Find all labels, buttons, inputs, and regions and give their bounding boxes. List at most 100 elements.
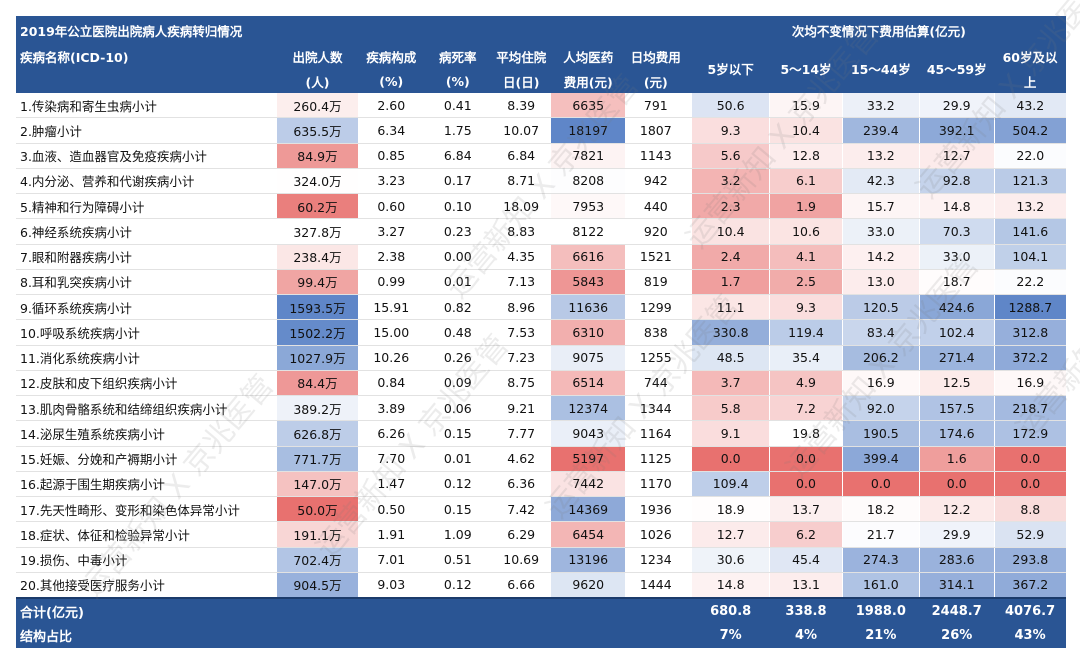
patients-cell: 147.0万: [276, 471, 358, 498]
age-15-44-cell: 33.0: [841, 218, 920, 245]
age-60plus-cell: 0.0: [993, 446, 1066, 472]
disease-name-cell: 6.神经系统疾病小计: [16, 218, 277, 245]
age-under5-cell: 50.6: [691, 93, 770, 119]
age-45-59-cell: 33.0: [918, 244, 995, 270]
los-cell: 10.69: [491, 547, 552, 573]
disease-name-cell: 11.消化系统疾病小计: [16, 345, 277, 371]
age-60plus-cell: 372.2: [993, 345, 1066, 371]
disease-name-cell: 8.耳和乳突疾病小计: [16, 269, 277, 296]
structure-age-45-59: 26%: [919, 623, 995, 648]
mortality-cell: 0.15: [424, 496, 492, 523]
mortality-cell: 0.09: [424, 370, 492, 397]
patients-cell: 702.4万: [276, 547, 358, 573]
age-5-14-cell: 4.1: [769, 244, 843, 270]
age-5-14-cell: 0.0: [769, 446, 843, 472]
share-cell: 0.84: [358, 370, 425, 397]
age-5-14-cell: 13.7: [769, 496, 843, 523]
disease-name-cell: 13.肌肉骨骼系统和结缔组织疾病小计: [16, 395, 277, 422]
age-45-59-cell: 12.5: [918, 370, 995, 397]
age-under5-cell: 30.6: [691, 547, 770, 573]
structure-age-60plus: 43%: [994, 623, 1066, 648]
patients-cell: 324.0万: [276, 168, 358, 195]
mortality-cell: 0.01: [424, 269, 492, 296]
col-header-cost-unit: 费用(元): [551, 69, 626, 93]
cost-cell: 6514: [551, 370, 626, 397]
age-under5-cell: 3.7: [691, 370, 770, 397]
age-45-59-cell: 70.3: [918, 218, 995, 245]
cost-cell: 6310: [551, 319, 626, 346]
total-age-60plus: 4076.7: [994, 597, 1066, 624]
daily-cell: 819: [625, 269, 687, 296]
disease-name-cell: 3.血液、造血器官及免疫疾病小计: [16, 143, 277, 169]
age-60plus-cell: 121.3: [993, 168, 1066, 195]
age-15-44-cell: 239.4: [841, 117, 920, 144]
daily-cell: 1344: [625, 395, 687, 422]
los-cell: 8.83: [491, 218, 552, 245]
los-cell: 7.42: [491, 496, 552, 523]
share-cell: 10.26: [358, 345, 425, 371]
patients-cell: 1593.5万: [276, 294, 358, 321]
age-5-14-cell: 19.8: [769, 420, 843, 447]
daily-cell: 920: [625, 218, 687, 245]
los-cell: 4.35: [491, 244, 552, 270]
table-row: 3.血液、造血器官及免疫疾病小计 84.9万 0.85 6.84 6.84 7821 114…: [16, 143, 1066, 169]
age-5-14-cell: 2.5: [769, 269, 843, 296]
age-60plus-cell: 22.2: [993, 269, 1066, 296]
age-5-14-cell: 6.1: [769, 168, 843, 195]
daily-cell: 1521: [625, 244, 687, 270]
cost-cell: 9620: [551, 572, 626, 599]
daily-cell: 1170: [625, 471, 687, 498]
age-45-59-cell: 174.6: [918, 420, 995, 447]
age-15-44-cell: 13.0: [841, 269, 920, 296]
structure-age-under5: 7%: [691, 623, 770, 648]
col-header-daily: 日均费用: [625, 44, 687, 69]
age-under5-cell: 9.1: [691, 420, 770, 447]
share-cell: 3.27: [358, 218, 425, 245]
age-5-14-cell: 7.2: [769, 395, 843, 422]
share-cell: 0.50: [358, 496, 425, 523]
total-age-15-44: 1988.0: [842, 597, 920, 624]
patients-cell: 635.5万: [276, 117, 358, 144]
age-45-59-cell: 283.6: [918, 547, 995, 573]
disease-name-cell: 14.泌尿生殖系统疾病小计: [16, 420, 277, 447]
table-row: 12.皮肤和皮下组织疾病小计 84.4万 0.84 0.09 8.75 6514 744 3.…: [16, 370, 1066, 397]
mortality-cell: 0.41: [424, 93, 492, 119]
daily-cell: 942: [625, 168, 687, 195]
age-under5-cell: 11.1: [691, 294, 770, 321]
daily-cell: 1164: [625, 420, 687, 447]
disease-name-cell: 1.传染病和寄生虫病小计: [16, 93, 277, 119]
age-15-44-cell: 15.7: [841, 193, 920, 220]
age-15-44-cell: 206.2: [841, 345, 920, 371]
age-5-14-cell: 35.4: [769, 345, 843, 371]
age-45-59-cell: 0.0: [918, 471, 995, 498]
age-15-44-cell: 14.2: [841, 244, 920, 270]
cost-cell: 9043: [551, 420, 626, 447]
share-cell: 2.60: [358, 93, 425, 119]
share-cell: 3.89: [358, 395, 425, 422]
age-45-59-cell: 392.1: [918, 117, 995, 144]
patients-cell: 99.4万: [276, 269, 358, 296]
structure-age-5-14: 4%: [769, 623, 843, 648]
share-cell: 3.23: [358, 168, 425, 195]
age-60plus-cell: 172.9: [993, 420, 1066, 447]
daily-cell: 1125: [625, 446, 687, 472]
col-header-age-5-14: 5～14岁: [769, 44, 843, 93]
cost-cell: 5197: [551, 446, 626, 472]
disease-name-cell: 20.其他接受医疗服务小计: [16, 572, 277, 599]
los-cell: 7.23: [491, 345, 552, 371]
cost-cell: 13196: [551, 547, 626, 573]
los-cell: 9.21: [491, 395, 552, 422]
col-header-share-unit: (%): [358, 69, 425, 93]
age-5-14-cell: 13.1: [769, 572, 843, 599]
table-row: 8.耳和乳突疾病小计 99.4万 0.99 0.01 7.13 5843 819 1.7 2.5…: [16, 269, 1066, 296]
los-cell: 6.66: [491, 572, 552, 599]
table-row: 9.循环系统疾病小计 1593.5万 15.91 0.82 8.96 11636 1299 1…: [16, 294, 1066, 321]
age-15-44-cell: 92.0: [841, 395, 920, 422]
age-under5-cell: 5.6: [691, 143, 770, 169]
share-cell: 7.70: [358, 446, 425, 472]
age-60plus-cell: 218.7: [993, 395, 1066, 422]
mortality-cell: 0.01: [424, 446, 492, 472]
daily-cell: 1026: [625, 521, 687, 548]
cost-cell: 7442: [551, 471, 626, 498]
table-title: 2019年公立医院出院病人疾病转归情况: [16, 16, 687, 44]
